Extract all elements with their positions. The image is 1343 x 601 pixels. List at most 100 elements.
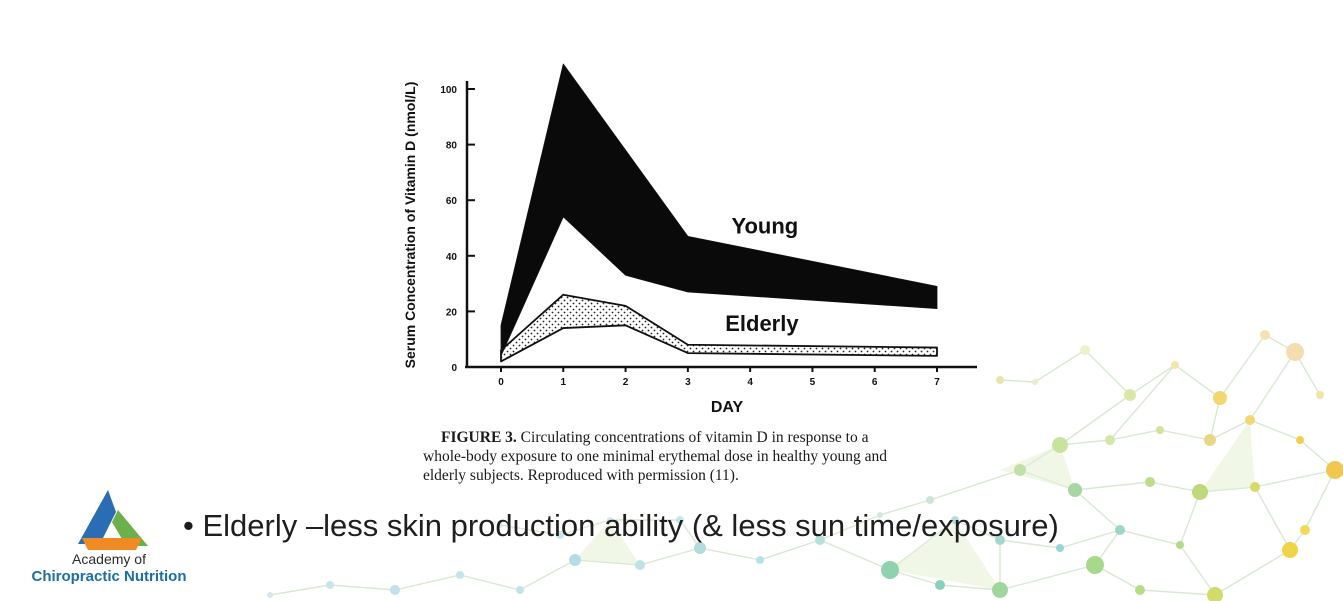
- caption-line3: elderly subjects. Reproduced with permis…: [423, 467, 739, 484]
- network-link: [499, 524, 561, 536]
- network-link: [1179, 544, 1216, 596]
- network-node: [326, 581, 334, 589]
- network-link: [999, 564, 1096, 591]
- network-node: [1176, 541, 1184, 549]
- network-node: [1250, 482, 1260, 492]
- bullet-point: • Elderly –less skin production ability …: [183, 508, 1059, 544]
- series-label-elderly: Elderly: [725, 311, 799, 336]
- network-node: [456, 571, 464, 579]
- logo-text-academy: Academy of: [72, 551, 146, 567]
- x-tick-label: 3: [685, 377, 691, 388]
- network-node: [1245, 415, 1255, 425]
- network-node: [1286, 343, 1304, 361]
- network-link: [1109, 429, 1161, 441]
- network-link: [519, 559, 576, 591]
- network-node: [1086, 556, 1104, 574]
- network-link: [759, 539, 821, 561]
- network-node: [1105, 435, 1115, 445]
- network-link: [1059, 394, 1131, 446]
- network-node: [694, 542, 706, 554]
- network-link: [954, 519, 1001, 541]
- y-tick-label: 100: [440, 85, 457, 96]
- network-node: [516, 586, 524, 594]
- network-node: [951, 516, 959, 524]
- network-link: [1149, 481, 1201, 493]
- network-node: [1213, 391, 1227, 405]
- y-tick-label: 0: [451, 363, 457, 374]
- x-tick-label: 5: [810, 377, 816, 388]
- network-node: [1192, 484, 1208, 500]
- network-node: [267, 592, 273, 598]
- vitamin-d-chart: Serum Concentration of Vitamin D (nmol/L…: [402, 63, 977, 416]
- network-facet: [575, 520, 640, 565]
- network-node: [569, 554, 581, 566]
- x-axis-label: DAY: [711, 399, 744, 416]
- network-link: [1074, 481, 1151, 491]
- network-node: [1156, 426, 1164, 434]
- network-node: [1204, 434, 1216, 446]
- y-tick-label: 60: [446, 196, 458, 207]
- network-node: [1316, 391, 1324, 399]
- network-node: [635, 560, 645, 570]
- network-link: [459, 574, 521, 591]
- network-link: [1174, 364, 1221, 399]
- logo-text-chiropractic: Chiropractic Nutrition: [31, 568, 187, 585]
- network-facet: [1000, 445, 1075, 490]
- network-link: [1209, 419, 1251, 441]
- network-link: [1304, 469, 1336, 531]
- network-link: [939, 584, 1001, 591]
- network-node: [995, 535, 1005, 545]
- network-link: [1214, 549, 1291, 596]
- network-facet: [1200, 420, 1255, 492]
- network-link: [999, 539, 1061, 549]
- network-node: [1052, 437, 1068, 453]
- series-label-young: Young: [731, 214, 798, 239]
- network-node: [1207, 587, 1223, 601]
- network-link: [1254, 486, 1291, 551]
- network-link: [1059, 439, 1111, 446]
- bullet-text: Elderly –less skin production ability (&…: [202, 508, 1059, 543]
- network-link: [819, 539, 891, 571]
- network-link: [819, 514, 881, 541]
- network-node: [1115, 525, 1125, 535]
- figure-caption: FIGURE 3. Circulating concentrations of …: [423, 428, 978, 485]
- network-link: [1249, 419, 1301, 441]
- network-link: [1249, 351, 1296, 421]
- network-link: [394, 574, 461, 591]
- network-node: [1326, 461, 1343, 479]
- network-link: [329, 584, 396, 591]
- network-link: [1074, 489, 1121, 531]
- caption-line2: whole-body exposure to one minimal eryth…: [423, 448, 888, 465]
- network-link: [1219, 334, 1266, 399]
- network-link: [1084, 349, 1131, 396]
- network-node: [1068, 483, 1082, 497]
- network-link: [559, 519, 611, 536]
- network-facet: [890, 520, 1000, 590]
- network-node: [1080, 345, 1090, 355]
- network-node: [607, 517, 613, 523]
- series-band-elderly: [500, 293, 938, 363]
- network-node: [992, 582, 1008, 598]
- series-band-young: [500, 63, 938, 357]
- network-node: [1124, 389, 1136, 401]
- network-link: [1034, 349, 1086, 383]
- network-node: [1032, 379, 1038, 385]
- network-link: [1109, 364, 1176, 441]
- network-node: [1014, 464, 1026, 476]
- network-link: [269, 584, 331, 596]
- network-node: [815, 535, 825, 545]
- network-link: [1059, 529, 1121, 549]
- network-link: [1254, 469, 1336, 488]
- network-node: [497, 522, 503, 528]
- network-node: [1145, 477, 1155, 487]
- network-link: [1159, 429, 1211, 441]
- network-link: [999, 379, 1036, 383]
- caption-label: FIGURE 3.: [441, 429, 517, 446]
- x-tick-label: 0: [498, 377, 504, 388]
- network-link: [1139, 589, 1216, 596]
- network-node: [1135, 585, 1145, 595]
- network-node: [1260, 330, 1270, 340]
- caption-line1: Circulating concentrations of vitamin D …: [516, 429, 869, 446]
- network-node: [390, 585, 400, 595]
